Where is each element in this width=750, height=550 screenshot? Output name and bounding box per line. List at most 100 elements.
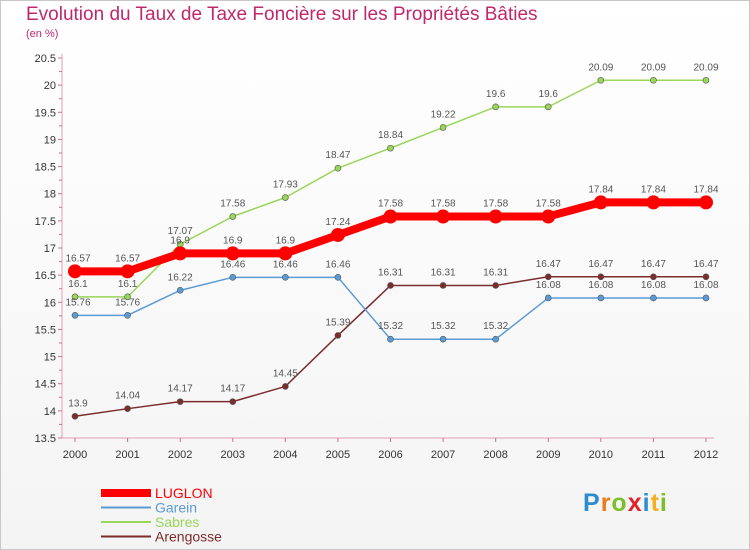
data-label: 13.9 xyxy=(68,398,88,409)
data-label: 15.76 xyxy=(115,297,140,308)
logo-letter: r xyxy=(600,489,612,517)
data-label: 16.22 xyxy=(168,272,193,283)
proxiti-logo: Proxiti xyxy=(583,489,668,518)
x-tick-label: 2010 xyxy=(589,449,613,461)
data-label: 16.46 xyxy=(220,259,245,270)
data-point xyxy=(492,282,499,289)
data-label: 19.6 xyxy=(486,89,506,100)
logo-letter: o xyxy=(611,489,628,517)
data-point xyxy=(334,332,342,339)
data-label: 14.17 xyxy=(168,384,193,395)
data-point xyxy=(225,246,240,261)
data-label: 17.58 xyxy=(431,199,456,210)
data-label: 16.9 xyxy=(276,235,296,246)
data-point xyxy=(702,76,710,84)
data-point xyxy=(387,144,394,152)
data-label: 17.84 xyxy=(693,184,718,195)
x-tick-label: 2006 xyxy=(378,449,402,461)
logo-letter: i xyxy=(659,489,668,517)
data-point xyxy=(544,294,552,302)
y-tick-label: 17.5 xyxy=(35,216,56,228)
y-tick-label: 20.5 xyxy=(35,53,56,65)
data-label: 15.32 xyxy=(483,321,508,332)
data-label: 16.08 xyxy=(536,280,561,291)
data-label: 16.57 xyxy=(115,253,140,264)
data-point xyxy=(229,398,237,405)
data-label: 17.24 xyxy=(325,217,350,228)
data-label: 14.04 xyxy=(115,391,140,402)
data-label: 16.47 xyxy=(641,259,666,270)
data-label: 16.08 xyxy=(693,280,718,291)
data-label: 16.9 xyxy=(223,235,243,246)
y-tick-label: 15 xyxy=(44,352,56,364)
legend-label: Garein xyxy=(155,500,197,516)
data-point xyxy=(282,194,289,201)
data-label: 16.9 xyxy=(170,235,190,246)
data-point xyxy=(702,273,710,281)
data-point xyxy=(176,287,184,294)
chart-title: Evolution du Taux de Taxe Foncière sur l… xyxy=(26,4,538,25)
y-tick-label: 19 xyxy=(44,134,56,146)
data-point xyxy=(282,383,289,390)
data-label: 16.31 xyxy=(431,267,456,278)
data-point xyxy=(541,209,556,224)
x-tick-label: 2004 xyxy=(273,449,297,461)
y-tick-label: 13.5 xyxy=(35,433,56,445)
x-tick-label: 2011 xyxy=(642,449,666,461)
logo-letter: P xyxy=(583,489,601,517)
x-tick-label: 2001 xyxy=(115,449,139,461)
x-tick-label: 2009 xyxy=(536,449,560,461)
data-label: 16.47 xyxy=(693,259,718,270)
logo-letter: t xyxy=(650,489,660,517)
data-point xyxy=(68,264,82,279)
data-label: 15.32 xyxy=(431,321,456,332)
x-tick-label: 2007 xyxy=(431,449,455,461)
data-point xyxy=(439,124,447,131)
x-tick-label: 2003 xyxy=(221,449,245,461)
data-point xyxy=(593,195,608,210)
data-label: 16.08 xyxy=(588,280,613,291)
legend-label: LUGLON xyxy=(155,485,213,501)
data-point xyxy=(124,293,131,301)
y-tick-label: 18.5 xyxy=(35,162,56,174)
data-label: 18.47 xyxy=(325,150,350,161)
data-point xyxy=(124,405,131,412)
data-label: 16.1 xyxy=(68,279,88,290)
data-label: 18.84 xyxy=(378,130,403,141)
data-label: 20.09 xyxy=(641,62,666,73)
legend-label: Arengosse xyxy=(155,529,222,545)
data-point xyxy=(597,76,605,84)
data-point xyxy=(646,195,661,210)
data-point xyxy=(492,103,499,111)
data-point xyxy=(699,195,713,210)
data-point xyxy=(383,209,398,224)
y-tick-label: 16 xyxy=(44,297,56,309)
data-label: 14.45 xyxy=(273,368,298,379)
data-point xyxy=(120,264,135,279)
data-label: 17.07 xyxy=(168,226,193,237)
data-label: 16.31 xyxy=(378,267,403,278)
data-point xyxy=(387,282,394,289)
data-label: 17.58 xyxy=(378,199,403,210)
data-point xyxy=(597,294,605,302)
y-tick-label: 20 xyxy=(44,80,56,92)
legend-label: Sabres xyxy=(155,514,199,530)
logo-letter: x xyxy=(627,489,643,517)
data-point xyxy=(229,274,237,281)
x-tick-label: 2012 xyxy=(694,449,718,461)
data-point xyxy=(597,273,605,281)
data-point xyxy=(439,282,447,289)
x-tick-label: 2002 xyxy=(168,449,192,461)
data-point xyxy=(330,227,345,242)
y-tick-label: 15.5 xyxy=(35,324,56,336)
x-tick-label: 2005 xyxy=(326,449,350,461)
data-label: 17.93 xyxy=(273,180,298,191)
data-point xyxy=(488,209,503,224)
data-label: 20.09 xyxy=(693,62,718,73)
data-label: 17.84 xyxy=(588,184,613,195)
data-point xyxy=(282,274,289,281)
unit-label: (en %) xyxy=(26,28,59,40)
x-tick-label: 2008 xyxy=(483,449,507,461)
data-point xyxy=(436,209,451,224)
data-label: 19.22 xyxy=(431,109,456,120)
